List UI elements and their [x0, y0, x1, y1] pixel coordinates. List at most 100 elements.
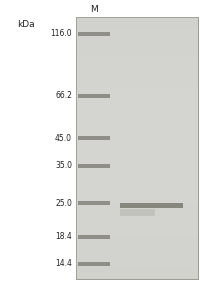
Bar: [76, 142, 198, 145]
Bar: [76, 151, 198, 155]
Bar: [76, 145, 198, 148]
Bar: [76, 125, 198, 129]
Bar: [76, 47, 198, 50]
Bar: [76, 43, 198, 47]
Bar: [76, 155, 198, 158]
Bar: [76, 181, 198, 184]
Bar: [76, 266, 198, 270]
Bar: [76, 112, 198, 115]
Bar: [76, 240, 198, 243]
Bar: [76, 103, 198, 106]
Bar: [76, 253, 198, 256]
Bar: [76, 263, 198, 266]
Bar: [76, 224, 198, 227]
Bar: [78, 235, 110, 239]
Bar: [76, 204, 198, 207]
Bar: [76, 256, 198, 260]
Bar: [76, 220, 198, 224]
Text: 116.0: 116.0: [50, 29, 72, 39]
Bar: [76, 135, 198, 139]
Bar: [76, 119, 198, 122]
Bar: [76, 171, 198, 175]
Text: 35.0: 35.0: [55, 162, 72, 170]
Text: 45.0: 45.0: [55, 134, 72, 143]
Bar: [76, 73, 198, 76]
Bar: [76, 273, 198, 276]
Bar: [76, 217, 198, 220]
Bar: [76, 158, 198, 161]
Text: 14.4: 14.4: [55, 259, 72, 268]
Bar: [76, 139, 198, 142]
Bar: [76, 122, 198, 125]
Bar: [76, 270, 198, 273]
Bar: [76, 276, 198, 279]
Bar: [76, 106, 198, 109]
Bar: [76, 227, 198, 230]
Bar: [76, 86, 198, 89]
Bar: [76, 168, 198, 171]
Bar: [76, 207, 198, 211]
Bar: [78, 164, 110, 168]
Bar: [76, 191, 198, 194]
Bar: [76, 198, 198, 201]
Bar: [78, 32, 110, 36]
Bar: [78, 94, 110, 98]
Bar: [76, 115, 198, 119]
Bar: [76, 24, 198, 27]
Bar: [76, 184, 198, 188]
Bar: [76, 230, 198, 234]
Bar: [76, 237, 198, 240]
Bar: [76, 247, 198, 250]
Bar: [76, 175, 198, 178]
Bar: [76, 67, 198, 70]
Bar: [76, 40, 198, 43]
Bar: [76, 89, 198, 93]
Bar: [78, 201, 110, 205]
Bar: [76, 132, 198, 135]
Bar: [76, 93, 198, 96]
Text: 18.4: 18.4: [55, 232, 72, 241]
Bar: [76, 63, 198, 67]
Bar: [76, 70, 198, 73]
Text: 66.2: 66.2: [55, 91, 72, 100]
Text: kDa: kDa: [17, 20, 35, 29]
Bar: [76, 20, 198, 24]
Bar: [76, 243, 198, 247]
Bar: [76, 31, 198, 34]
Bar: [78, 262, 110, 266]
Bar: [76, 27, 198, 31]
Text: M: M: [90, 5, 98, 14]
Bar: [76, 17, 198, 20]
Bar: [76, 53, 198, 57]
Bar: [76, 17, 198, 279]
Bar: [76, 50, 198, 53]
Bar: [76, 188, 198, 191]
Bar: [78, 136, 110, 140]
Bar: [76, 165, 198, 168]
Bar: [76, 37, 198, 40]
Bar: [76, 79, 198, 83]
Bar: [76, 194, 198, 198]
Bar: [76, 60, 198, 63]
Bar: [76, 96, 198, 99]
Bar: [76, 161, 198, 165]
Text: 25.0: 25.0: [55, 198, 72, 208]
Bar: [120, 209, 155, 216]
Bar: [76, 99, 198, 103]
Bar: [76, 129, 198, 132]
Bar: [76, 178, 198, 181]
Bar: [76, 234, 198, 237]
Bar: [76, 76, 198, 79]
Bar: [120, 203, 183, 208]
Bar: [76, 214, 198, 217]
Bar: [76, 17, 198, 279]
Bar: [76, 211, 198, 214]
Bar: [76, 34, 198, 37]
Bar: [76, 83, 198, 86]
Bar: [76, 109, 198, 112]
Bar: [76, 148, 198, 151]
Bar: [76, 201, 198, 204]
Bar: [76, 260, 198, 263]
Bar: [76, 56, 198, 60]
Bar: [76, 250, 198, 253]
